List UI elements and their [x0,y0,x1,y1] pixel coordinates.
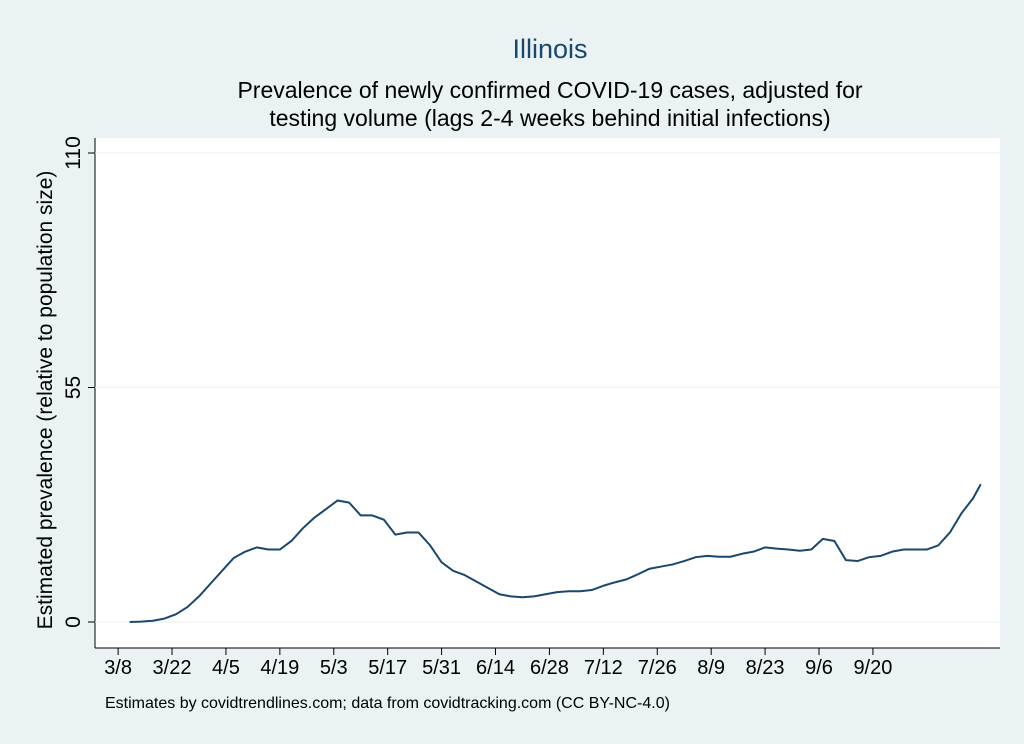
x-tick-label: 4/19 [260,657,299,679]
x-tick-label: 5/3 [320,657,348,679]
data-line [129,483,982,623]
x-tick-label: 3/22 [153,657,192,679]
y-axis-label: Estimated prevalence (relative to popula… [34,171,57,630]
x-tick-label: 8/23 [746,657,785,679]
x-tick-label: 6/14 [476,657,515,679]
x-tick-label: 8/9 [697,657,725,679]
chart-subtitle: Prevalence of newly confirmed COVID-19 c… [237,77,862,103]
x-tick-label: 9/6 [805,657,833,679]
x-tick-label: 4/5 [212,657,240,679]
chart-title: Illinois [512,34,587,64]
x-tick-label: 5/17 [368,657,407,679]
chart-subtitle: testing volume (lags 2-4 weeks behind in… [269,105,830,131]
footnote: Estimates by covidtrendlines.com; data f… [105,695,670,712]
x-tick-label: 7/12 [584,657,623,679]
x-tick-label: 7/26 [638,657,677,679]
y-tick-label: 0 [62,616,85,628]
plot-area [95,138,1000,648]
x-tick-label: 3/8 [104,657,132,679]
x-tick-label: 9/20 [853,657,892,679]
x-tick-label: 5/31 [422,657,461,679]
x-tick-label: 6/28 [530,657,569,679]
y-tick-label: 110 [62,136,85,169]
y-tick-label: 55 [62,376,85,399]
